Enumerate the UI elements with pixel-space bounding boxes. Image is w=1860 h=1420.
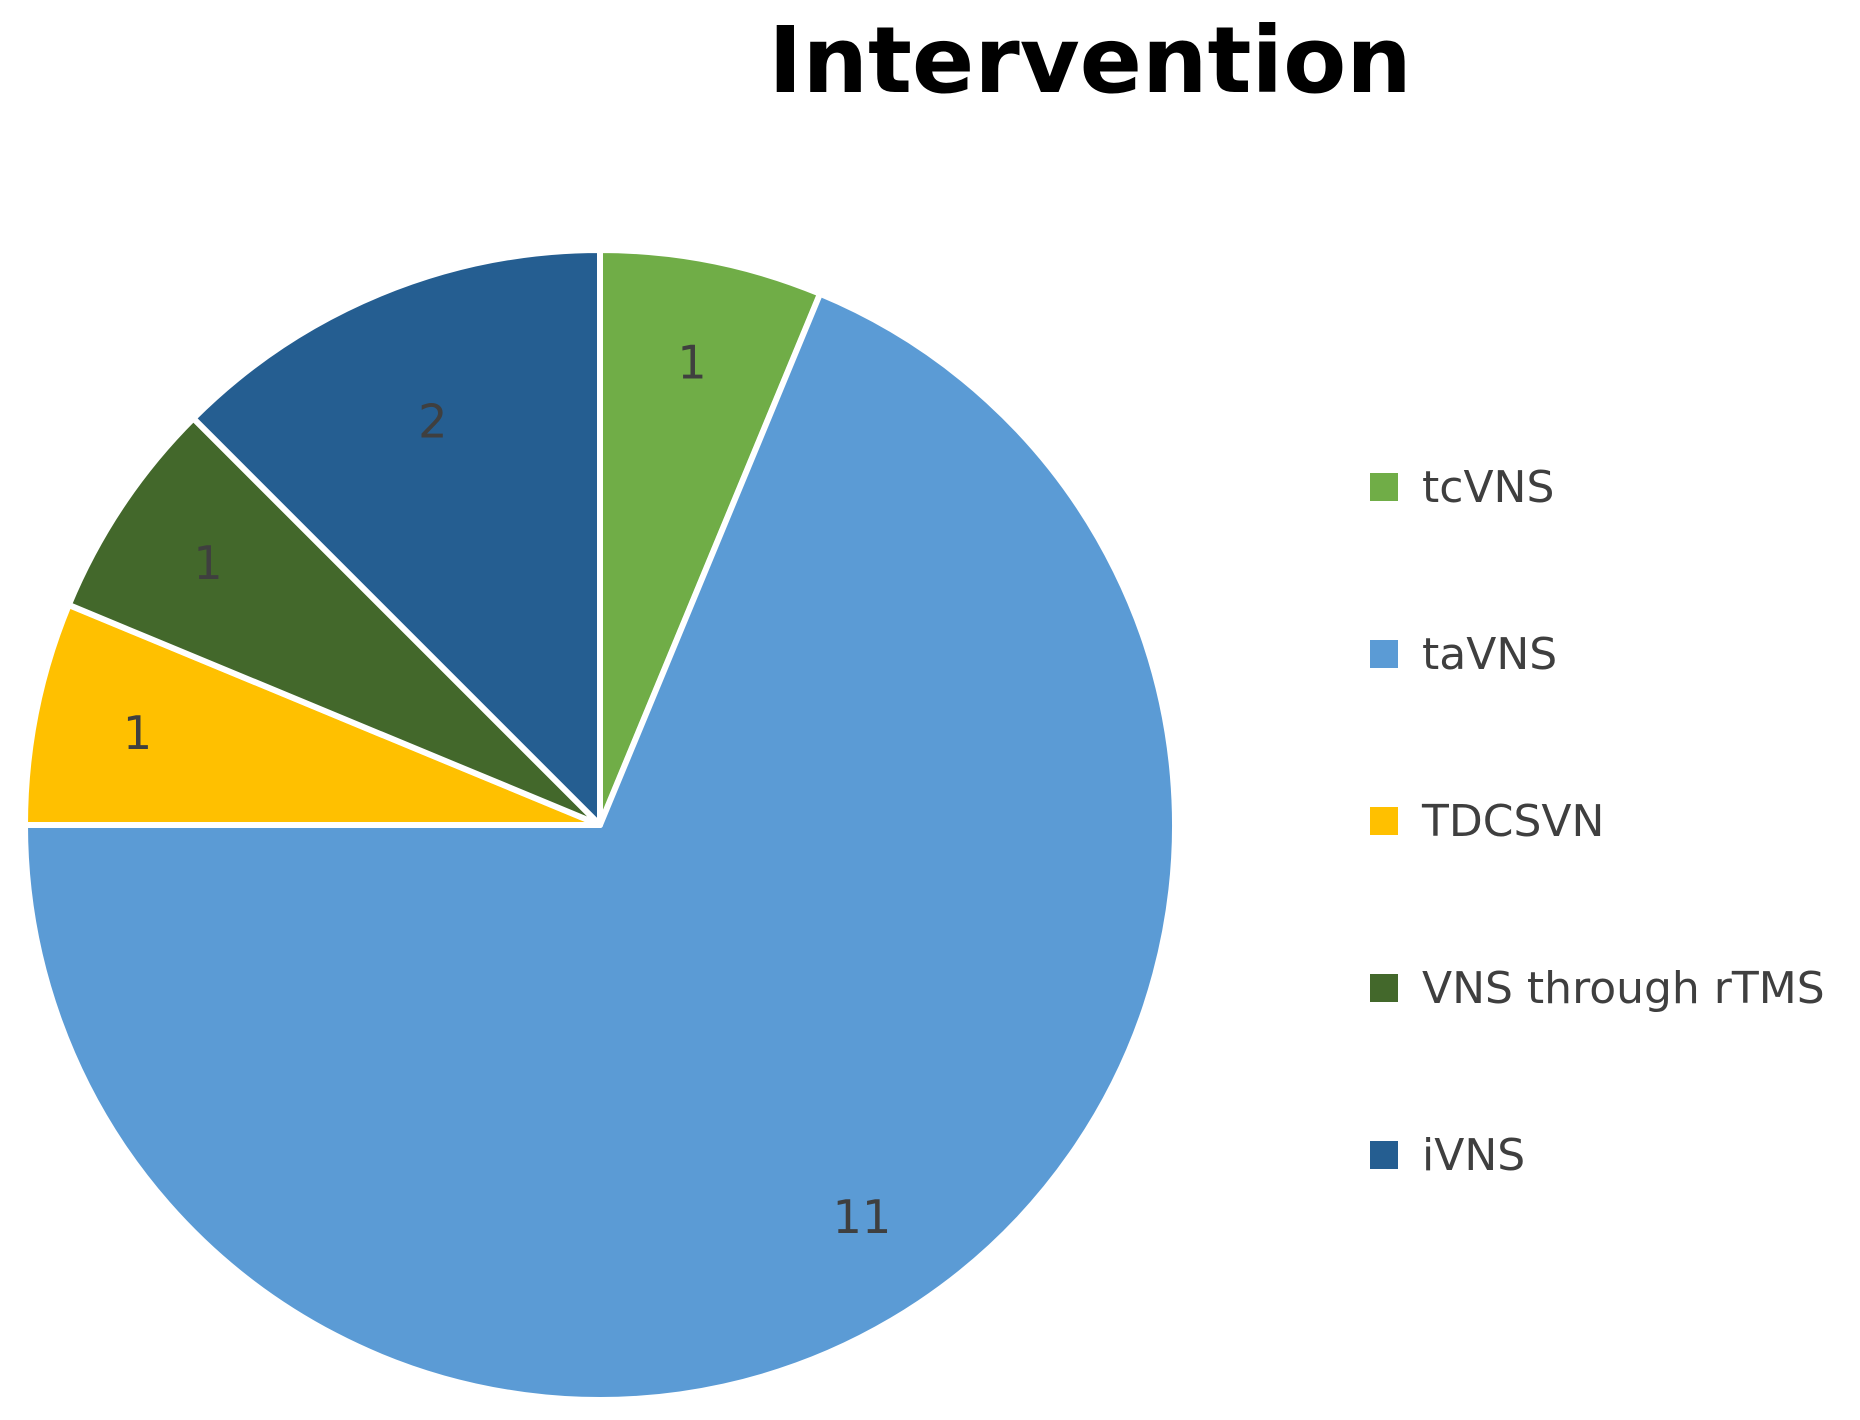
legend-label-vns-through-rtms: VNS through rTMS (1422, 963, 1825, 1014)
legend-label-tavns: taVNS (1422, 629, 1557, 680)
legend: tcVNS taVNS TDCSVN VNS through rTMS iVNS (1370, 462, 1825, 1181)
slice-tavns (22, 290, 1178, 1403)
legend-label-tdcsvn: TDCSVN (1421, 796, 1604, 847)
slice-vns-through-rtms (65, 415, 603, 828)
slice-tdcsvn (22, 601, 603, 828)
legend-swatch-tcvns (1370, 473, 1398, 501)
legend-label-ivns: iVNS (1422, 1130, 1525, 1181)
data-label-tavns: 11 (833, 1190, 892, 1244)
legend-swatch-vns-through-rtms (1370, 974, 1398, 1002)
data-label-vns-through-rtms: 1 (193, 536, 222, 590)
legend-swatch-tdcsvn (1370, 807, 1398, 835)
data-label-tdcsvn: 1 (123, 706, 152, 760)
legend-label-tcvns: tcVNS (1422, 462, 1554, 513)
pie-slices (22, 247, 1178, 1403)
legend-swatch-ivns (1370, 1141, 1398, 1169)
data-label-tcvns: 1 (677, 336, 706, 390)
chart-title: Intervention (768, 7, 1412, 114)
slice-ivns (190, 247, 603, 828)
slice-tcvns (597, 247, 824, 828)
data-label-ivns: 2 (418, 394, 447, 448)
legend-swatch-tavns (1370, 640, 1398, 668)
